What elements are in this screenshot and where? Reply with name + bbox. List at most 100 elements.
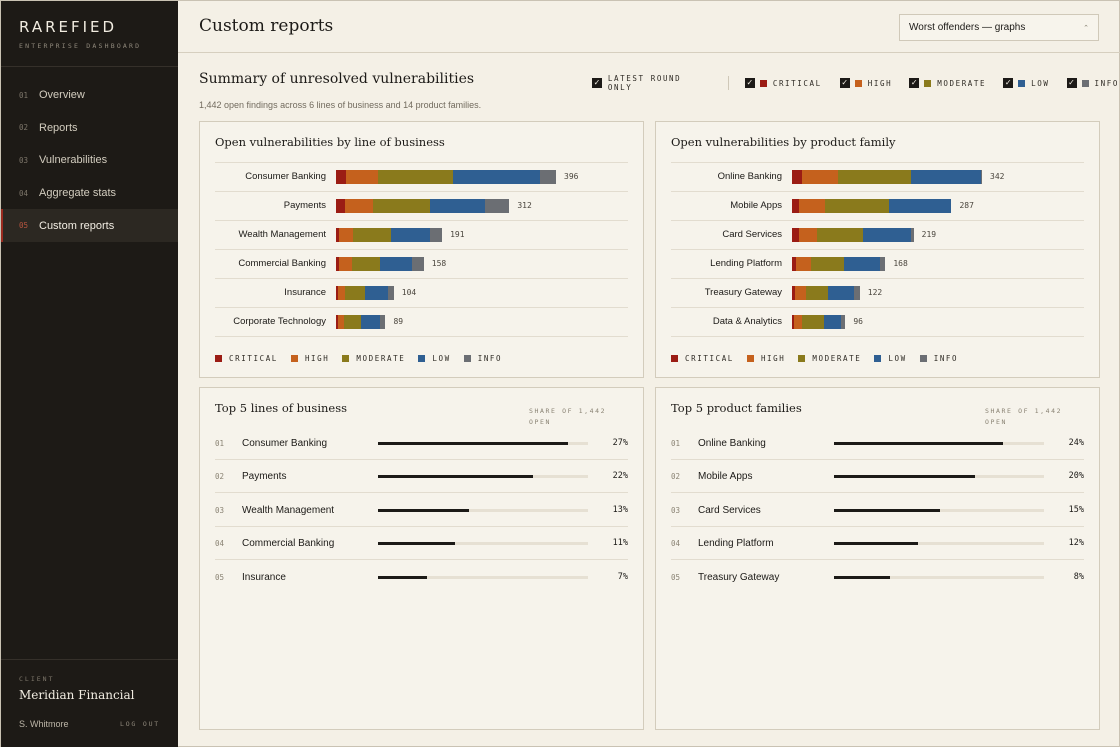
filter-label: CRITICAL	[772, 78, 822, 88]
bar-category-label: Mobile Apps	[730, 200, 782, 211]
bar-category-label: Payments	[283, 200, 326, 211]
stacked-bar	[336, 170, 556, 184]
bar-row[interactable]: Lending Platform 168	[671, 250, 1084, 279]
bar-total-label: 158	[431, 259, 447, 268]
filter-low[interactable]: ✓ LOW	[1003, 78, 1049, 88]
top-list-row[interactable]: 04 Commercial Banking 11%	[215, 527, 628, 561]
high-swatch	[290, 355, 298, 362]
filter-moderate[interactable]: ✓ MODERATE	[909, 78, 986, 88]
legend-item-high: HIGH	[746, 354, 785, 363]
bar-segment-moderate	[352, 228, 391, 242]
filter-info[interactable]: ✓ INFO	[1066, 78, 1119, 88]
bar-segment-high	[338, 257, 353, 271]
nav-item-aggregate-stats[interactable]: 04 Aggregate stats	[1, 177, 178, 210]
top-list-row[interactable]: 05 Treasury Gateway 8%	[671, 561, 1084, 594]
bar-segment-low	[828, 286, 855, 300]
client-name: Meridian Financial	[19, 688, 135, 702]
bar-row[interactable]: Wealth Management 191	[215, 221, 628, 250]
nav-item-number: 01	[19, 90, 29, 100]
bar-segment-low	[863, 228, 911, 242]
nav-item-overview[interactable]: 01 Overview	[1, 79, 178, 112]
low-swatch	[1018, 79, 1026, 87]
bar-row[interactable]: Commercial Banking 158	[215, 250, 628, 279]
view-select[interactable]: Worst offenders — graphs ⌃	[899, 14, 1099, 41]
filter-divider	[727, 76, 729, 90]
bar-segment-critical	[336, 257, 339, 271]
checkbox-checked-icon[interactable]: ✓	[592, 78, 602, 88]
rank-number: 05	[671, 572, 681, 582]
filter-high[interactable]: ✓ HIGH	[839, 78, 892, 88]
share-bar-fill	[834, 575, 891, 579]
share-bar-fill	[834, 442, 1003, 445]
top-list-row[interactable]: 04 Lending Platform 12%	[671, 527, 1084, 561]
bar-segment-moderate	[378, 170, 453, 184]
bar-category-label: Data & Analytics	[712, 316, 782, 327]
bar-row[interactable]: Mobile Apps 287	[671, 192, 1084, 221]
bar-category-label: Treasury Gateway	[704, 287, 782, 298]
bar-segment-moderate	[352, 257, 380, 271]
legend-item-info: INFO	[463, 354, 503, 363]
top-list-row[interactable]: 03 Card Services 15%	[671, 494, 1084, 527]
share-percent: 7%	[617, 571, 628, 582]
top-list-row[interactable]: 01 Online Banking 24%	[671, 427, 1084, 460]
legend-item-low: LOW	[874, 354, 906, 363]
bar-segment-info	[429, 228, 443, 242]
top-list-row[interactable]: 05 Insurance 7%	[215, 561, 628, 594]
row-name: Online Banking	[698, 438, 766, 449]
row-name: Payments	[242, 471, 287, 483]
nav-item-reports[interactable]: 02 Reports	[1, 112, 178, 145]
bar-segment-critical	[792, 228, 799, 242]
stacked-bar	[792, 286, 860, 300]
legend-label: LOW	[888, 354, 907, 363]
bar-segment-info	[484, 199, 510, 213]
share-percent: 22%	[612, 471, 628, 482]
bar-segment-info	[412, 257, 424, 271]
bar-segment-low	[364, 286, 389, 300]
bar-total-label: 191	[450, 230, 465, 239]
share-bar-track	[378, 442, 588, 445]
checkbox-checked-icon[interactable]: ✓	[1003, 78, 1014, 88]
row-name: Mobile Apps	[698, 471, 753, 483]
nav-item-vulnerabilities[interactable]: 03 Vulnerabilities	[1, 144, 178, 177]
checkbox-checked-icon[interactable]: ✓	[839, 78, 850, 88]
filter-latest-round[interactable]: ✓ LATEST ROUND ONLY	[592, 74, 711, 92]
bar-category-label: Lending Platform	[710, 258, 782, 269]
bar-row[interactable]: Corporate Technology 89	[215, 308, 628, 337]
legend-label: INFO	[933, 354, 959, 363]
bar-segment-low	[379, 257, 413, 271]
checkbox-checked-icon[interactable]: ✓	[744, 78, 755, 88]
bar-segment-critical	[792, 257, 796, 271]
top-list-row[interactable]: 02 Mobile Apps 20%	[671, 460, 1084, 494]
bar-row[interactable]: Consumer Banking 396	[215, 163, 628, 192]
top-list-row[interactable]: 02 Payments 22%	[215, 460, 628, 494]
rank-number: 03	[215, 505, 225, 515]
share-bar-fill	[378, 442, 568, 445]
bar-row[interactable]: Payments 312	[215, 192, 628, 221]
bar-row[interactable]: Treasury Gateway 122	[671, 279, 1084, 308]
bar-row[interactable]: Data & Analytics 96	[671, 308, 1084, 337]
bar-row[interactable]: Online Banking 342	[671, 163, 1084, 192]
bar-row[interactable]: Card Services 219	[671, 221, 1084, 250]
bar-category-label: Commercial Banking	[238, 258, 326, 269]
logout-button[interactable]: LOG OUT	[120, 720, 160, 728]
user-name: S. Whitmore	[19, 719, 69, 729]
legend-label: INFO	[477, 354, 503, 363]
filter-critical[interactable]: ✓ CRITICAL	[744, 78, 822, 88]
top-list-row[interactable]: 03 Wealth Management 13%	[215, 494, 628, 527]
top-list-row[interactable]: 01 Consumer Banking 27%	[215, 427, 628, 460]
rank-number: 01	[671, 439, 681, 448]
nav-item-custom-reports[interactable]: 05 Custom reports	[1, 209, 178, 242]
bar-segment-moderate	[816, 228, 864, 242]
filter-label: LOW	[1031, 78, 1050, 88]
bar-row[interactable]: Insurance 104	[215, 279, 628, 308]
view-select-value: Worst offenders — graphs	[909, 22, 1026, 33]
share-bar-fill	[378, 542, 456, 546]
bar-segment-low	[824, 315, 841, 329]
critical-swatch	[759, 79, 767, 87]
checkbox-checked-icon[interactable]: ✓	[909, 78, 920, 88]
bar-total-label: 96	[853, 317, 863, 326]
bar-segment-critical	[792, 199, 799, 213]
share-percent: 24%	[1068, 438, 1084, 448]
checkbox-checked-icon[interactable]: ✓	[1066, 78, 1077, 88]
